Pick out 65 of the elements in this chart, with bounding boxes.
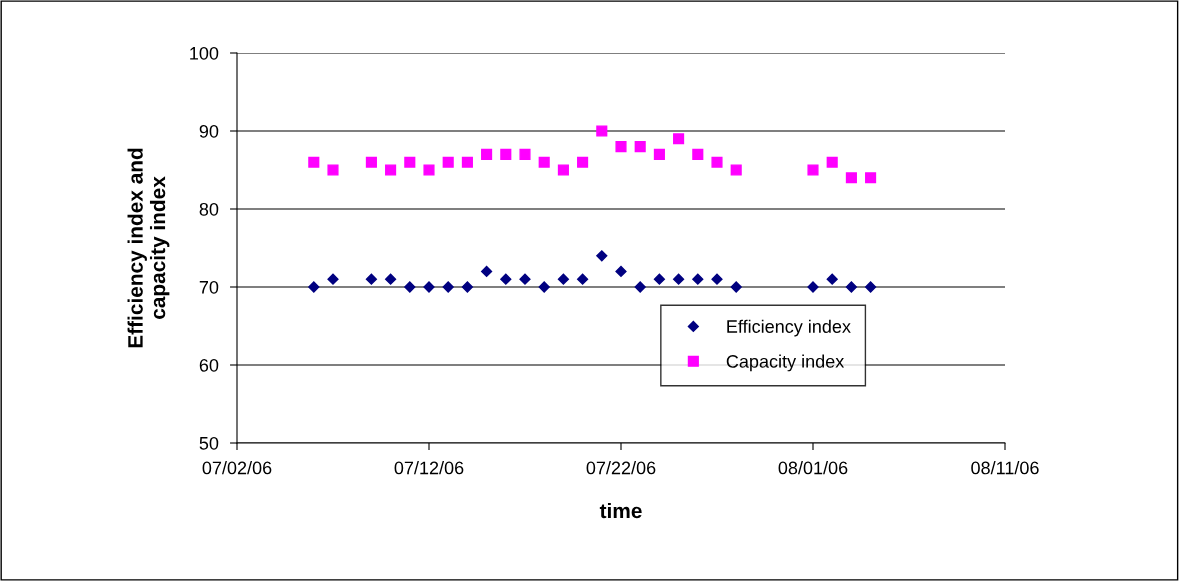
point — [653, 273, 666, 285]
point — [596, 125, 608, 137]
point — [404, 156, 416, 168]
point — [500, 148, 512, 160]
legend-label: Efficiency index — [727, 319, 851, 337]
point — [596, 250, 608, 262]
point — [538, 156, 550, 168]
point — [519, 148, 531, 160]
point — [365, 273, 378, 285]
point — [480, 265, 493, 278]
point — [538, 281, 550, 293]
point — [385, 164, 397, 176]
point — [672, 273, 685, 285]
legend-label: Capacity index — [726, 354, 845, 372]
point — [692, 148, 704, 160]
point — [519, 273, 531, 285]
point — [557, 164, 569, 176]
point — [634, 281, 646, 293]
y-tick-label: 70 — [199, 280, 219, 294]
point — [461, 156, 473, 168]
point — [557, 273, 570, 285]
point — [365, 156, 377, 168]
point — [461, 281, 474, 293]
point — [826, 273, 838, 285]
point — [481, 148, 493, 160]
point — [826, 156, 838, 168]
point — [711, 273, 723, 285]
point — [864, 281, 877, 293]
point — [673, 133, 685, 145]
point — [308, 156, 320, 168]
point — [634, 141, 646, 153]
point — [711, 156, 723, 168]
point — [404, 281, 416, 293]
y-axis-title: Efficiency index and capacity index — [127, 148, 170, 348]
point — [577, 156, 589, 168]
point — [692, 273, 704, 285]
x-tick-label: 08/01/06 — [778, 461, 848, 475]
point — [615, 141, 627, 153]
point — [845, 172, 857, 184]
point — [423, 164, 435, 176]
point — [500, 273, 512, 285]
x-tick-label: 08/11/06 — [971, 461, 1039, 475]
point — [615, 265, 627, 278]
y-tick-label: 90 — [199, 124, 219, 138]
point — [653, 148, 665, 160]
point — [807, 164, 819, 176]
point — [865, 172, 877, 184]
point — [730, 281, 742, 293]
point — [327, 164, 339, 176]
x-axis-title: time — [599, 502, 642, 519]
point — [576, 273, 589, 285]
x-tick-label: 07/02/06 — [202, 461, 272, 475]
point — [442, 156, 454, 168]
x-tick-label: 07/12/06 — [394, 461, 464, 475]
point — [308, 281, 320, 293]
point — [384, 273, 397, 285]
y-tick-label: 100 — [190, 46, 219, 60]
y-tick-label: 60 — [199, 358, 219, 372]
point — [845, 281, 858, 293]
point — [730, 164, 742, 176]
point — [442, 281, 454, 293]
y-tick-label: 50 — [199, 436, 219, 450]
point — [327, 273, 339, 285]
x-tick-label: 07/22/06 — [586, 461, 656, 475]
y-tick-label: 80 — [199, 202, 219, 216]
